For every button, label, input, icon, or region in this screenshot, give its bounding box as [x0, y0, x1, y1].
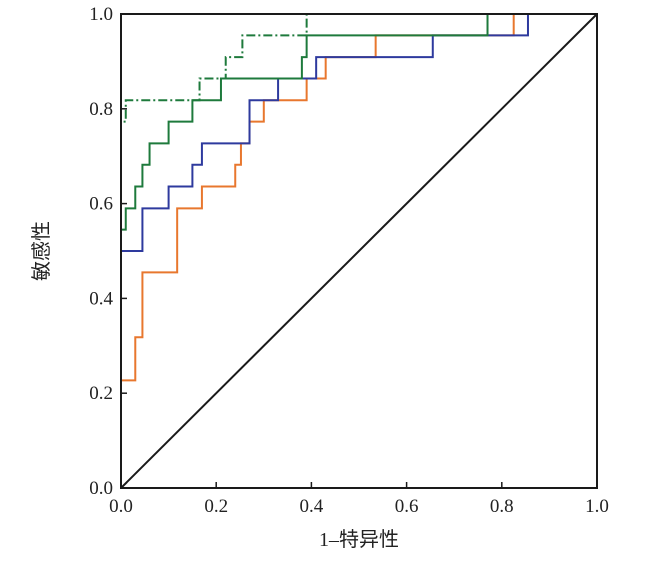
x-axis-title: 1–特异性	[319, 528, 399, 551]
y-tick-label: 0.8	[89, 99, 113, 120]
x-tick-label: 1.0	[585, 496, 609, 517]
y-tick-label: 0.4	[89, 288, 113, 309]
y-axis-ticks: 0.0 0.2 0.4 0.6 0.8 1.0	[89, 4, 127, 499]
series-layer	[120, 13, 598, 489]
x-tick-label: 0.8	[490, 496, 514, 517]
roc-curve-3	[120, 13, 597, 488]
plot-frame	[120, 13, 598, 489]
y-tick-label: 0.2	[89, 383, 113, 404]
roc-curve-4	[120, 13, 597, 488]
x-tick-label: 0.4	[300, 496, 324, 517]
x-axis-ticks: 0.0 0.2 0.4 0.6 0.8 1.0	[109, 482, 609, 517]
roc-curve-2	[120, 13, 597, 488]
x-tick-label: 0.6	[395, 496, 419, 517]
x-tick-label: 0.0	[109, 496, 133, 517]
y-tick-label: 1.0	[89, 4, 113, 25]
y-tick-label: 0.6	[89, 194, 113, 215]
roc-curve-5	[120, 13, 598, 489]
y-axis-title: 敏感性	[30, 221, 53, 281]
y-tick-label: 0.0	[89, 478, 113, 499]
x-tick-label: 0.2	[204, 496, 228, 517]
